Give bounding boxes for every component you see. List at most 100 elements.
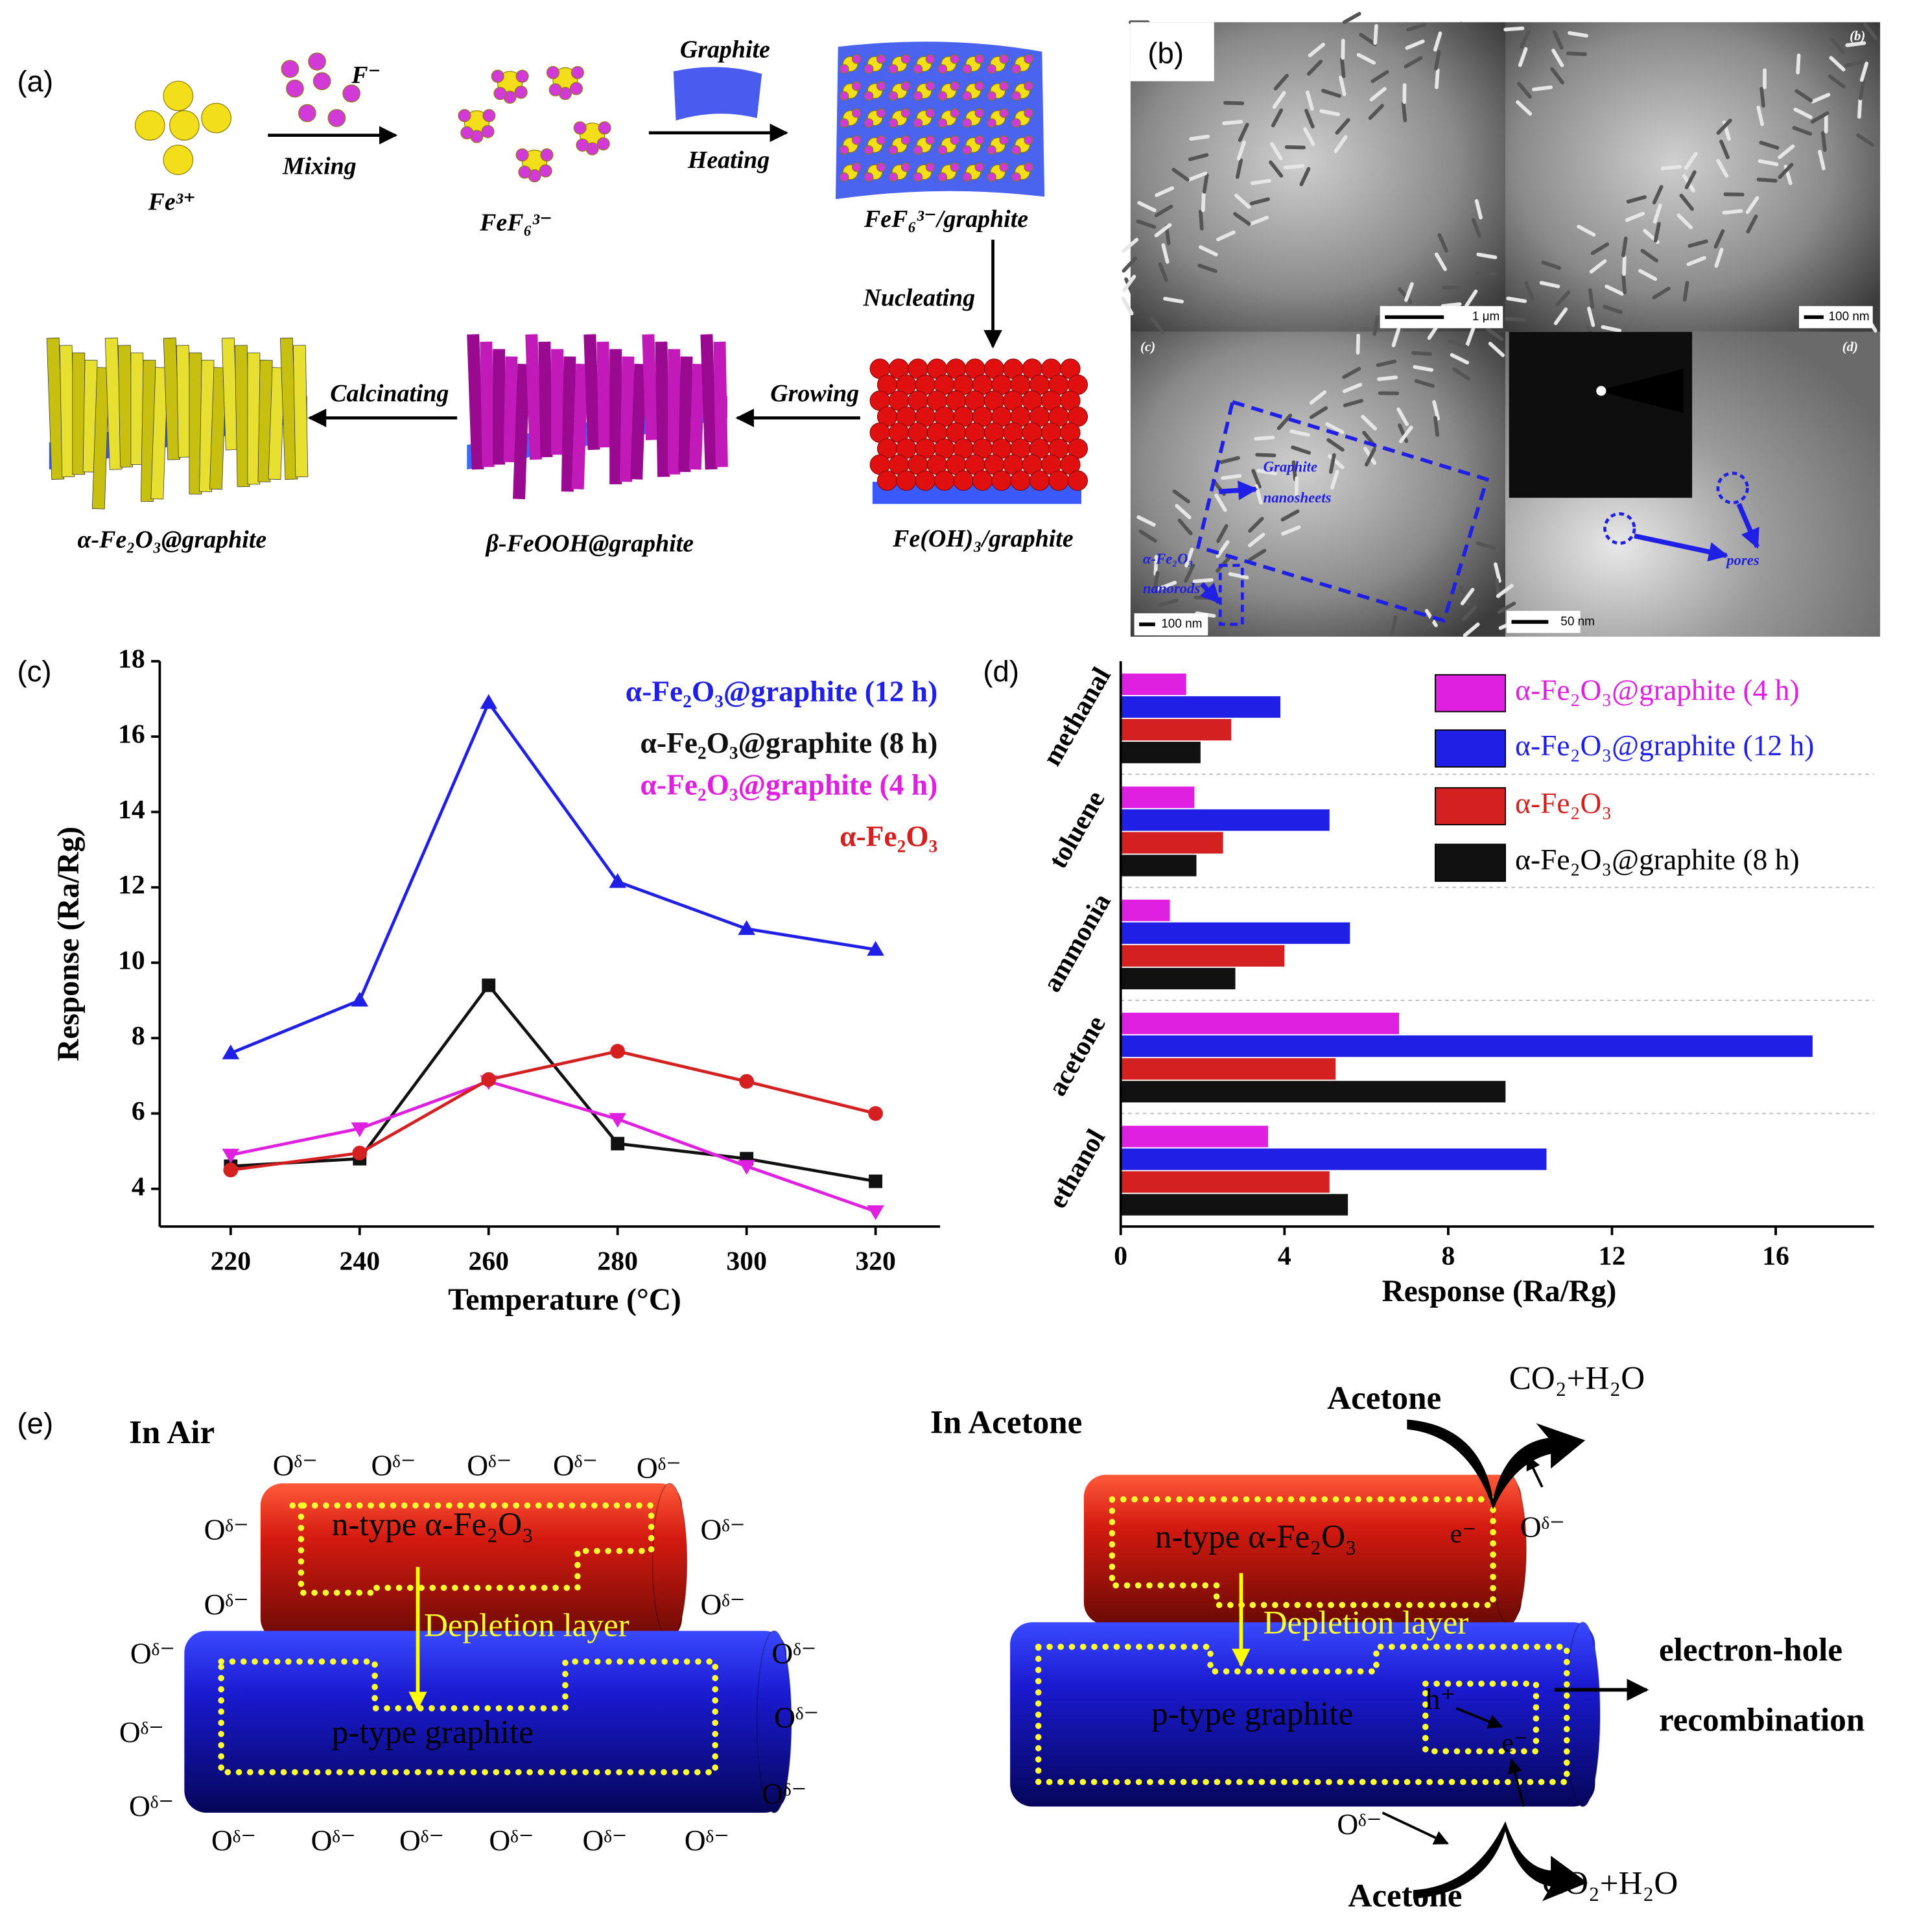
- annotation: nanosheets: [1264, 489, 1332, 506]
- texture: [1859, 62, 1869, 82]
- scheme-label: Nucleating: [862, 284, 975, 311]
- graphite-sheet: [673, 67, 762, 121]
- particle: [876, 162, 886, 172]
- texture: [1435, 68, 1440, 89]
- rod: [117, 345, 133, 467]
- particle: [569, 82, 583, 95]
- particle: [481, 124, 495, 138]
- oxygen-species: Oᵟ⁻: [1520, 1510, 1565, 1543]
- particle: [598, 121, 611, 135]
- oxygen-species: Oᵟ⁻: [129, 1789, 174, 1822]
- texture: [1391, 327, 1401, 348]
- reaction-arrow: [1507, 1758, 1525, 1808]
- rod: [609, 349, 622, 484]
- series-line: [229, 700, 876, 1055]
- oxygen-species: Oᵟ⁻: [771, 1637, 816, 1670]
- oxygen-species: Oᵟ⁻: [130, 1637, 175, 1670]
- texture: [1390, 615, 1398, 637]
- particle: [540, 148, 554, 162]
- texture: [1830, 37, 1846, 54]
- texture: [1793, 107, 1813, 119]
- oxygen-species: Oᵟ⁻: [582, 1824, 627, 1857]
- texture: [1759, 86, 1765, 108]
- particle: [1024, 108, 1033, 118]
- rod: [503, 356, 518, 463]
- marker: [869, 1174, 883, 1188]
- y-tick-label: 12: [118, 870, 145, 900]
- pore-marker: [1716, 471, 1749, 504]
- particle: [900, 162, 911, 172]
- particle: [864, 172, 874, 182]
- corner-label: (c): [1140, 338, 1155, 354]
- layer-label: n-type α-Fe₂O₃: [332, 1506, 534, 1543]
- texture: [1236, 140, 1246, 161]
- cylinder-end: [652, 1483, 688, 1642]
- rod: [668, 349, 681, 475]
- texture: [1158, 262, 1168, 283]
- marker: [867, 1205, 884, 1220]
- diffraction-beam: [1597, 368, 1684, 414]
- marker: [867, 941, 884, 956]
- bar: [1120, 1058, 1336, 1080]
- particle: [546, 65, 560, 80]
- texture: [1818, 150, 1826, 171]
- scheme-label: β-FeOOH@graphite: [485, 530, 694, 557]
- rod: [525, 334, 542, 460]
- particle: [876, 470, 898, 491]
- particle: [482, 109, 496, 123]
- texture: [1858, 79, 1866, 100]
- texture: [1248, 548, 1267, 562]
- texture: [1828, 74, 1846, 89]
- texture: [1272, 91, 1286, 109]
- texture: [1577, 224, 1596, 237]
- particle: [937, 64, 948, 74]
- particle: [312, 72, 331, 91]
- texture: [1124, 277, 1135, 297]
- y-tick-label: 14: [118, 795, 145, 825]
- legend-entry: α-Fe₂O₃: [840, 819, 937, 853]
- gas-label: CO₂+H₂O: [1542, 1865, 1678, 1902]
- texture: [1660, 165, 1682, 171]
- curved-arrow: [1413, 1821, 1588, 1902]
- particle: [937, 145, 948, 155]
- y-tick-label: 16: [118, 720, 145, 749]
- texture: [1844, 60, 1865, 68]
- particle: [913, 91, 923, 101]
- legend-swatch: [1435, 729, 1506, 768]
- texture: [1248, 517, 1264, 533]
- particle: [286, 79, 304, 98]
- legend-swatch: [1435, 843, 1506, 882]
- bar: [1120, 899, 1170, 921]
- annotation: nanorods: [1143, 580, 1201, 596]
- particle: [840, 64, 849, 74]
- y-tick-label: 6: [132, 1096, 145, 1126]
- particle: [327, 109, 346, 127]
- texture: [1713, 229, 1725, 249]
- panel-label: (c): [18, 655, 52, 688]
- marker: [610, 1044, 626, 1059]
- texture: [1201, 191, 1206, 213]
- texture: [1255, 453, 1276, 458]
- legend-entry: α-Fe₂O₃@graphite (8 h): [640, 726, 937, 759]
- particle: [1024, 81, 1033, 91]
- particle: [999, 162, 1009, 172]
- particle: [864, 145, 874, 155]
- x-tick-label: 240: [340, 1246, 381, 1276]
- rod: [130, 352, 144, 465]
- layer-label: Depletion layer: [424, 1607, 629, 1643]
- annotation: α-Fe₂O₃: [1143, 551, 1194, 567]
- series-line: [230, 1050, 876, 1172]
- particle: [840, 172, 849, 182]
- particle: [576, 138, 589, 152]
- texture: [1688, 239, 1708, 248]
- bar: [1120, 832, 1223, 854]
- particle: [999, 135, 1009, 145]
- texture: [1171, 167, 1190, 182]
- particle: [1024, 54, 1033, 64]
- texture: [1187, 171, 1208, 182]
- oxygen-species: Oᵟ⁻: [700, 1588, 745, 1621]
- particle: [999, 81, 1009, 91]
- texture: [1122, 256, 1138, 273]
- particle: [972, 470, 993, 491]
